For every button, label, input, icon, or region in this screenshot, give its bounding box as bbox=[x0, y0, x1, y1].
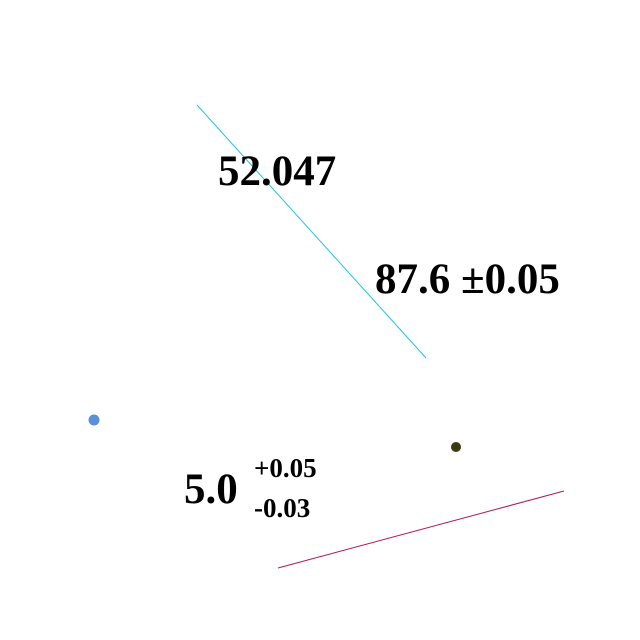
cyan-line bbox=[196, 104, 427, 359]
dimension-symmetric: 87.6 ±0.05 bbox=[375, 258, 560, 301]
dimension-symmetric-tolerance: ±0.05 bbox=[461, 256, 560, 303]
dimension-basic: 52.047 bbox=[218, 150, 336, 193]
dimension-asymmetric-lower-tolerance: -0.03 bbox=[254, 493, 311, 523]
dimension-basic-value: 52.047 bbox=[218, 148, 337, 195]
dimension-asymmetric-value: 5.0 bbox=[184, 466, 238, 513]
dimension-asymmetric: 5.0 bbox=[184, 468, 238, 511]
dark-point bbox=[451, 442, 461, 452]
dimension-asymmetric-upper-tolerance: +0.05 bbox=[254, 453, 317, 483]
crimson-line bbox=[277, 490, 565, 569]
blue-point bbox=[88, 414, 100, 426]
dimension-symmetric-value: 87.6 bbox=[375, 256, 451, 303]
